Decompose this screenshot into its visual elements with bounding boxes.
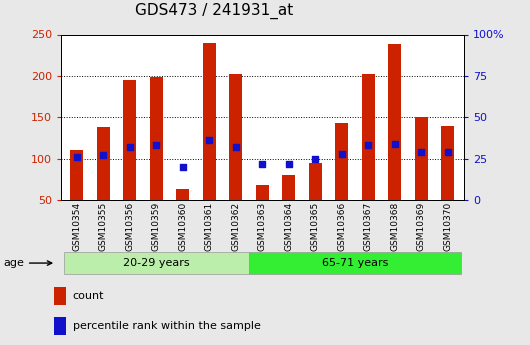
Bar (97, 127, 110, 200)
Bar (54, 317, 66, 335)
Point (205, 138, 214, 143)
Bar (415, 117, 428, 200)
Point (364, 143, 373, 148)
Text: GDS473 / 241931_at: GDS473 / 241931_at (135, 3, 293, 19)
Text: age: age (3, 258, 52, 268)
Point (126, 144, 134, 150)
Text: 65-71 years: 65-71 years (322, 258, 388, 268)
Point (232, 144, 240, 150)
Bar (308, 163, 322, 200)
Point (285, 161, 293, 166)
Bar (64, 252, 249, 274)
Point (391, 141, 399, 147)
Point (179, 164, 187, 170)
Bar (249, 252, 461, 274)
Point (99, 152, 108, 158)
Bar (54, 287, 66, 306)
Text: percentile rank within the sample: percentile rank within the sample (73, 321, 260, 331)
Bar (282, 175, 296, 200)
Point (444, 149, 452, 155)
Bar (70, 150, 84, 200)
Bar (229, 74, 243, 200)
Point (311, 156, 320, 161)
Bar (441, 126, 455, 200)
Bar (203, 43, 216, 200)
Text: 20-29 years: 20-29 years (123, 258, 190, 268)
Bar (361, 74, 375, 200)
Point (258, 161, 267, 166)
Bar (335, 123, 349, 200)
Text: count: count (73, 291, 104, 301)
Point (152, 143, 161, 148)
Point (338, 151, 346, 157)
Bar (150, 77, 163, 200)
Bar (256, 185, 269, 200)
Bar (176, 189, 190, 200)
Point (73, 154, 81, 160)
Point (417, 149, 426, 155)
Bar (123, 80, 137, 200)
Bar (388, 45, 402, 200)
